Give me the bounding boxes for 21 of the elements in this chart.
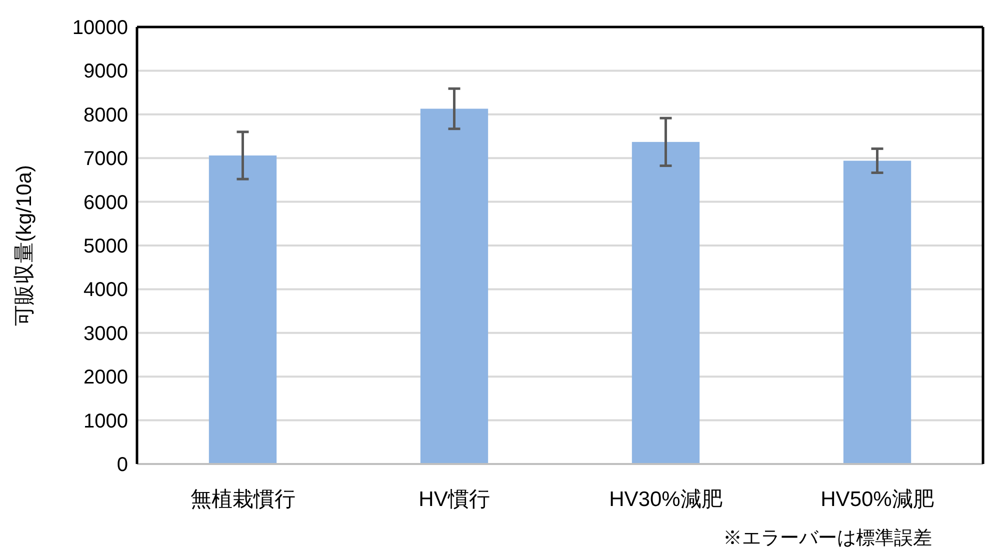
- x-tick-label: HV50%減肥: [820, 488, 934, 511]
- y-tick-label: 4000: [84, 279, 128, 302]
- y-tick-label: 10000: [72, 17, 128, 39]
- bar: [420, 108, 488, 464]
- y-tick-label: 8000: [84, 104, 128, 126]
- y-tick-label: 0: [116, 454, 128, 476]
- text: ※エラーバーは標準誤差: [723, 528, 932, 549]
- y-tick-label: 3000: [84, 322, 128, 345]
- y-tick-label: 6000: [84, 192, 128, 214]
- x-tick-label: HV慣行: [418, 488, 490, 511]
- y-axis-title: 可販収量(kg/10a): [13, 164, 36, 326]
- bar: [208, 155, 277, 464]
- y-tick-label: 2000: [84, 366, 128, 389]
- y-tick-label: 7000: [84, 148, 128, 170]
- x-tick-label: 無植栽慣行: [190, 488, 296, 511]
- y-tick-label: 5000: [84, 236, 128, 258]
- x-tick-label: HV30%減肥: [609, 488, 722, 511]
- bar: [632, 142, 700, 464]
- bar: [843, 160, 912, 464]
- y-tick-label: 1000: [84, 410, 128, 432]
- y-tick-label: 9000: [84, 60, 128, 83]
